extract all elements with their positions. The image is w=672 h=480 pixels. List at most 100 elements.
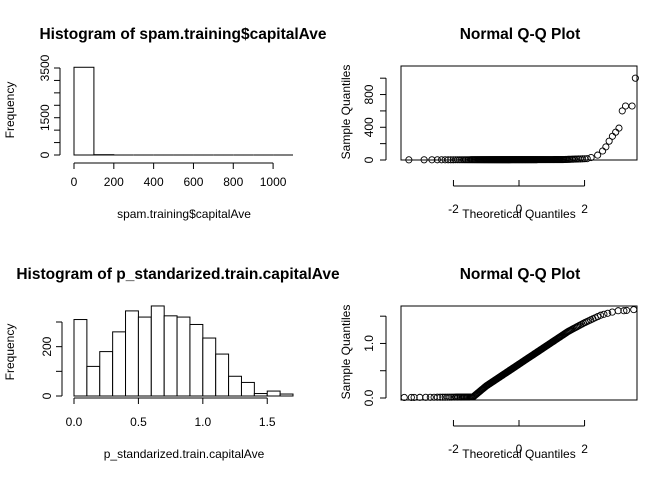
qq-point (620, 307, 628, 315)
qq-point (631, 74, 639, 82)
qq-point (615, 124, 623, 132)
qq-point (453, 156, 461, 164)
qq-point (433, 393, 441, 401)
panel-4-points (400, 306, 638, 402)
panel-1-xlabel: spam.training$capitalAve (117, 207, 251, 221)
qq-point (602, 143, 610, 151)
qq-point (612, 128, 620, 136)
x-tick-label-0-4: 800 (223, 175, 243, 189)
panel-2-title: Normal Q-Q Plot (460, 26, 581, 43)
histogram-panel-2: Histogram of p_standarized.train.capital… (3, 266, 340, 461)
panel-3-axes: 0.0 0.5 1.0 1.5 0 200 (40, 321, 276, 429)
panel-3-xlabel: p_standarized.train.capitalAve (104, 447, 265, 461)
bar-2-8 (176, 316, 191, 397)
y-tick-label-0-2: 3500 (38, 54, 52, 81)
panel-2-plot-box (400, 65, 638, 161)
y-tick-label-1-2: 800 (362, 84, 376, 104)
qq-point (628, 102, 636, 110)
histogram-panel-1: Histogram of spam.training$capitalAve sp… (3, 26, 327, 221)
panel-3-bars (73, 305, 294, 397)
y-tick-label-3-1: 1.0 (362, 335, 376, 352)
x-tick-label-0-2: 400 (144, 175, 164, 189)
qq-point (420, 156, 428, 164)
x-tick-label-1-2: 2 (581, 202, 588, 216)
qq-point (400, 393, 408, 402)
x-tick-label-0-5: 1000 (260, 175, 287, 189)
qq-point (443, 393, 451, 401)
qq-point (600, 310, 608, 318)
qq-point (618, 107, 626, 115)
qq-point (579, 155, 587, 163)
x-tick-label-2-0: 0.0 (66, 415, 83, 429)
bar-2-5 (137, 316, 152, 397)
panel-3-title: Histogram of p_standarized.train.capital… (16, 266, 340, 283)
panel-1-bars (73, 66, 293, 156)
panel-1-ylabel: Frequency (3, 82, 17, 139)
panel-1-title: Histogram of spam.training$capitalAve (39, 26, 326, 43)
qq-point (583, 155, 591, 163)
qq-point (422, 393, 430, 401)
qq-point (426, 393, 434, 401)
bar-2-11 (215, 353, 230, 397)
x-tick-label-2-1: 0.5 (130, 415, 147, 429)
y-tick-label-1-1: 400 (362, 117, 376, 137)
qq-point (444, 156, 452, 164)
bar-2-13 (240, 381, 255, 397)
qq-point (451, 156, 459, 164)
bar-2-7 (163, 315, 178, 397)
qq-point (405, 156, 413, 164)
bar-2-0 (73, 319, 88, 397)
x-tick-label-2-2: 1.0 (194, 415, 211, 429)
x-tick-label-3-2: 2 (581, 442, 588, 456)
bar-2-15 (266, 390, 281, 397)
y-tick-label-0-0: 0 (38, 151, 52, 158)
bar-2-14 (253, 393, 268, 397)
panel-4-plot-box (400, 305, 638, 401)
x-tick-label-0-1: 200 (104, 175, 124, 189)
panel-4-ylabel: Sample Quantiles (339, 305, 353, 400)
qq-point (587, 153, 595, 162)
qq-point (599, 147, 607, 155)
panel-1-axes: 0 200 400 600 800 1000 0 1500 3500 (38, 54, 287, 189)
qq-point (436, 393, 444, 401)
qq-point (623, 306, 631, 314)
x-tick-label-3-0: -2 (448, 442, 459, 456)
qq-point (410, 393, 418, 401)
bar-2-10 (202, 337, 217, 397)
bar-2-9 (189, 323, 204, 397)
y-tick-label-2-1: 200 (40, 336, 54, 356)
bar-2-12 (228, 375, 242, 397)
qq-point (630, 306, 638, 314)
x-tick-label-3-1: 0 (516, 442, 523, 456)
bar-2-4 (125, 310, 139, 397)
qq-point (614, 307, 622, 315)
qq-point (428, 156, 436, 164)
qq-panel-2: Normal Q-Q Plot Theoretical Quantiles Sa… (339, 266, 638, 461)
y-tick-label-0-1: 1500 (38, 104, 52, 131)
qq-point (621, 102, 630, 110)
qq-panel-1: Normal Q-Q Plot Theoretical Quantiles Sa… (339, 26, 639, 221)
qq-point (441, 156, 449, 164)
panel-2-points (405, 74, 639, 164)
panel-2-ylabel: Sample Quantiles (339, 65, 353, 160)
qq-point (597, 311, 605, 319)
x-tick-label-1-1: 0 (516, 202, 523, 216)
qq-point (445, 393, 453, 401)
panel-2-xlabel: Theoretical Quantiles (462, 207, 575, 221)
bar-2-2 (99, 351, 114, 397)
panel-4-axes: -2 0 2 0.0 1.0 (362, 315, 588, 456)
x-tick-label-0-3: 600 (183, 175, 203, 189)
x-tick-label-2-3: 1.5 (259, 415, 276, 429)
qq-point (433, 156, 441, 164)
y-tick-label-1-0: 0 (362, 156, 376, 163)
bar-2-16 (279, 393, 294, 397)
bar-2-3 (112, 331, 127, 397)
panel-3-ylabel: Frequency (3, 324, 17, 381)
panel-4-xlabel: Theoretical Quantiles (462, 447, 575, 461)
qq-point (407, 393, 415, 401)
qq-point (594, 151, 602, 159)
panel-2-axes: -2 0 2 0 400 800 (362, 77, 588, 216)
bar-2-6 (150, 305, 165, 397)
x-tick-label-0-0: 0 (71, 175, 78, 189)
